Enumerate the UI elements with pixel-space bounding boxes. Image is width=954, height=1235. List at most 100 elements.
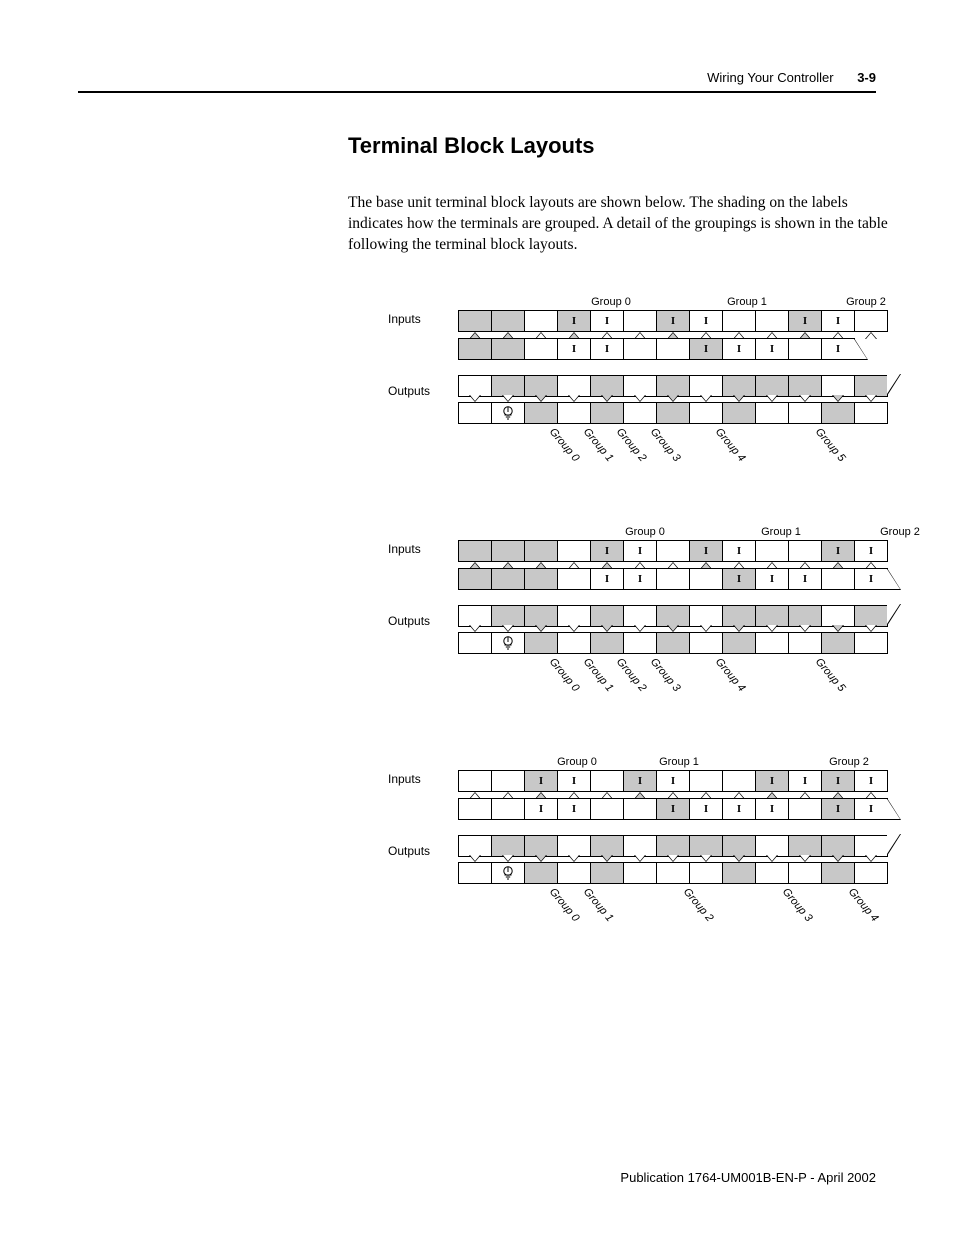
- terminal-cell: [524, 375, 558, 397]
- terminal-cell: I: [854, 798, 888, 820]
- section-body: The base unit terminal block layouts are…: [348, 193, 888, 256]
- terminal-cell: [656, 338, 690, 360]
- terminal-cell: [656, 835, 690, 857]
- terminal-cell: [821, 605, 855, 627]
- terminal-cell: [689, 605, 723, 627]
- terminal-cell: [788, 402, 822, 424]
- terminal-cell: I: [623, 540, 657, 562]
- terminal-cell: [821, 402, 855, 424]
- row-endcap: [887, 604, 901, 626]
- terminal-cell: I: [821, 540, 855, 562]
- group-label: Group 3: [648, 656, 683, 694]
- terminal-cell: I: [590, 540, 624, 562]
- terminal-cell: [458, 310, 492, 332]
- inputs-label: Inputs: [388, 756, 458, 786]
- terminal-cell: [524, 632, 558, 654]
- terminal-cell: [755, 632, 789, 654]
- terminal-cell: [689, 862, 723, 884]
- terminal-cell: I: [821, 310, 855, 332]
- terminal-cell: [491, 338, 525, 360]
- group-label: Group 0: [547, 886, 582, 924]
- terminal-cell: I: [854, 568, 888, 590]
- terminal-cell: I: [689, 798, 723, 820]
- terminal-cell: I: [821, 338, 855, 360]
- group-label: Group 2: [681, 886, 716, 924]
- terminal-cell: [854, 402, 888, 424]
- terminal-cell: [524, 402, 558, 424]
- output-group-labels: Group 0Group 1Group 2Group 3Group 4: [458, 886, 901, 926]
- group-label: Group 2: [832, 296, 900, 308]
- diagrams-host: InputsGroup 0Group 1Group 2IIIIIIIIIIIIO…: [78, 296, 876, 926]
- input-group-labels: Group 0Group 1Group 2: [458, 296, 900, 308]
- terminal-cell: [788, 632, 822, 654]
- terminal-cell: I: [524, 798, 558, 820]
- terminal-cell: I: [557, 310, 591, 332]
- terminal-cell: [656, 605, 690, 627]
- terminal-cell: [458, 835, 492, 857]
- terminal-cell: [458, 605, 492, 627]
- terminal-cell: [656, 540, 690, 562]
- terminal-cell: [524, 835, 558, 857]
- output-group-labels: Group 0Group 1Group 2Group 3Group 4Group…: [458, 656, 901, 696]
- terminal-cell: [788, 862, 822, 884]
- terminal-cell: I: [821, 770, 855, 792]
- terminal-cell: [689, 835, 723, 857]
- terminal-cell: [755, 310, 789, 332]
- terminal-cell: [656, 568, 690, 590]
- terminal-cell: I: [755, 568, 789, 590]
- terminal-cell: [458, 375, 492, 397]
- terminal-cell: [491, 540, 525, 562]
- terminal-cell: [755, 835, 789, 857]
- terminal-cell: [623, 338, 657, 360]
- terminal-cell: [656, 632, 690, 654]
- group-label: Group 1: [581, 656, 616, 694]
- terminal-cell: [557, 862, 591, 884]
- group-label: Group 4: [713, 656, 748, 694]
- group-label: Group 3: [780, 886, 815, 924]
- input-group-labels: Group 0Group 1Group 2: [458, 526, 934, 538]
- terminal-cell: [623, 375, 657, 397]
- section-title: Terminal Block Layouts: [348, 133, 888, 159]
- terminal-cell: I: [788, 770, 822, 792]
- terminal-cell: [755, 862, 789, 884]
- terminal-cell: [788, 798, 822, 820]
- terminal-cell: I: [788, 310, 822, 332]
- terminal-cell: [623, 798, 657, 820]
- footer-publication: Publication 1764-UM001B-EN-P - April 200…: [620, 1170, 876, 1185]
- terminal-cell: [722, 375, 756, 397]
- terminal-cell: I: [656, 798, 690, 820]
- terminal-cell: [623, 862, 657, 884]
- terminal-cell: [590, 835, 624, 857]
- terminal-cell: [524, 862, 558, 884]
- group-label: Group 2: [614, 426, 649, 464]
- terminal-cell: I: [590, 310, 624, 332]
- content-column: Terminal Block Layouts The base unit ter…: [348, 133, 888, 256]
- inputs-label: Inputs: [388, 296, 458, 326]
- terminal-cell: [788, 540, 822, 562]
- row-endcap: [887, 568, 901, 590]
- terminal-cell: [524, 310, 558, 332]
- terminal-cell: [623, 402, 657, 424]
- group-label: Group 3: [648, 426, 683, 464]
- outputs-label: Outputs: [388, 604, 458, 628]
- terminal-cell: [557, 632, 591, 654]
- terminal-cell: [458, 798, 492, 820]
- terminal-cell: [854, 835, 888, 857]
- terminal-cell: [491, 632, 525, 654]
- terminal-cell: [689, 402, 723, 424]
- terminal-cell: [524, 605, 558, 627]
- terminal-cell: [458, 568, 492, 590]
- group-label: Group 1: [628, 756, 730, 768]
- terminal-cell: [557, 540, 591, 562]
- terminal-cell: [689, 568, 723, 590]
- terminal-cell: [656, 862, 690, 884]
- header-chapter: Wiring Your Controller: [707, 70, 833, 85]
- terminal-cell: [689, 632, 723, 654]
- terminal-cell: [821, 632, 855, 654]
- group-label: Group 0: [547, 426, 582, 464]
- terminal-cell: I: [722, 798, 756, 820]
- terminal-cell: [722, 605, 756, 627]
- terminal-cell: [854, 310, 888, 332]
- terminal-cell: [491, 798, 525, 820]
- group-label: Group 2: [614, 656, 649, 694]
